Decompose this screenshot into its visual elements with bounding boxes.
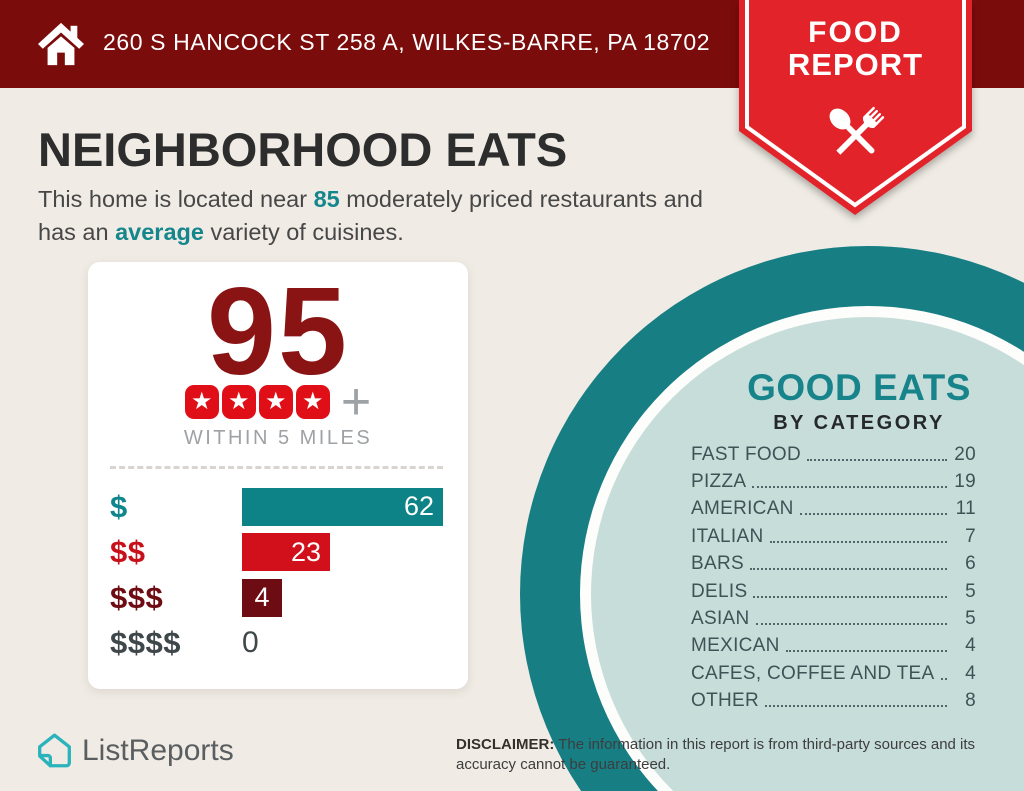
intro-text: This home is located near 85 moderately … bbox=[38, 183, 703, 249]
category-label: ITALIAN bbox=[691, 525, 764, 547]
dashed-divider bbox=[110, 466, 443, 469]
price-row-3: $$$ 4 bbox=[110, 575, 443, 621]
price-zero-value: 0 bbox=[242, 626, 259, 660]
intro-line1-post: moderately priced restaurants and bbox=[339, 186, 703, 212]
ribbon-shape bbox=[739, 0, 972, 215]
listreports-logo: ListReports bbox=[36, 731, 234, 770]
list-item: ITALIAN 7 bbox=[691, 523, 976, 550]
price-bar: 4 bbox=[242, 578, 282, 617]
restaurant-count-highlight: 85 bbox=[313, 186, 340, 212]
disclaimer-text: DISCLAIMER: The information in this repo… bbox=[456, 735, 1012, 774]
star-icon: ★ bbox=[184, 385, 219, 419]
list-item: BARS 6 bbox=[691, 551, 976, 578]
category-value: 5 bbox=[965, 580, 976, 602]
dot-leader bbox=[752, 486, 947, 489]
restaurant-score-card: 95 ★ ★ ★ ★ + WITHIN 5 MILES $ 62 $$ 23 $$$ 4… bbox=[88, 262, 468, 689]
variety-highlight: average bbox=[115, 219, 204, 245]
category-value: 5 bbox=[965, 608, 976, 630]
intro-line1-pre: This home is located near bbox=[38, 186, 314, 212]
category-value: 11 bbox=[955, 498, 976, 520]
property-address: 260 S HANCOCK ST 258 A, WILKES-BARRE, PA… bbox=[103, 28, 711, 55]
price-row-1: $ 62 bbox=[110, 484, 443, 530]
category-panel-subtitle: BY CATEGORY bbox=[773, 412, 945, 434]
dot-leader bbox=[749, 568, 947, 571]
star-icon: ★ bbox=[258, 385, 293, 419]
price-label: $ bbox=[110, 488, 128, 524]
category-label: PIZZA bbox=[691, 471, 747, 493]
page-title: NEIGHBORHOOD EATS bbox=[38, 123, 568, 176]
list-item: MEXICAN 4 bbox=[691, 633, 976, 660]
home-icon bbox=[38, 22, 84, 66]
category-label: MEXICAN bbox=[691, 635, 780, 657]
dot-leader bbox=[940, 677, 947, 680]
category-panel-title: GOOD EATS bbox=[747, 367, 971, 408]
restaurant-score: 95 bbox=[207, 263, 349, 401]
category-value: 4 bbox=[965, 662, 976, 684]
category-value: 6 bbox=[965, 553, 976, 575]
dot-leader bbox=[785, 650, 947, 653]
list-item: ASIAN 5 bbox=[691, 605, 976, 632]
category-label: ASIAN bbox=[691, 608, 750, 630]
food-report-ribbon: FOOD REPORT bbox=[739, 0, 972, 222]
category-value: 20 bbox=[954, 443, 976, 465]
star-icon: ★ bbox=[221, 385, 256, 419]
category-list: FAST FOOD 20 PIZZA 19 AMERICAN 11 ITALIAN 7 … bbox=[691, 441, 976, 715]
category-label: OTHER bbox=[691, 690, 759, 712]
price-label: $$$ bbox=[110, 579, 164, 615]
price-label: $$$$ bbox=[110, 625, 181, 661]
radius-label: WITHIN 5 MILES bbox=[183, 427, 373, 449]
category-label: CAFES, COFFEE AND TEA bbox=[691, 662, 935, 684]
intro-line2-post: variety of cuisines. bbox=[203, 219, 404, 245]
category-value: 7 bbox=[965, 525, 976, 547]
category-value: 4 bbox=[965, 635, 976, 657]
price-bar: 62 bbox=[242, 487, 443, 526]
listreports-house-icon bbox=[38, 733, 71, 768]
dot-leader bbox=[807, 458, 947, 461]
disclaimer-label: DISCLAIMER: bbox=[456, 736, 555, 753]
category-panel-header: GOOD EATS BY CATEGORY bbox=[703, 367, 1015, 435]
list-item: AMERICAN 11 bbox=[691, 496, 976, 523]
disclaimer-line1: The information in this report is from t… bbox=[554, 736, 976, 753]
price-level-chart: $ 62 $$ 23 $$$ 4 $$$$ 0 bbox=[110, 484, 443, 666]
category-label: DELIS bbox=[691, 580, 748, 602]
dot-leader bbox=[799, 513, 947, 516]
ribbon-title-line2: REPORT bbox=[787, 47, 924, 82]
category-label: FAST FOOD bbox=[691, 443, 802, 465]
dot-leader bbox=[755, 623, 947, 626]
price-row-4: $$$$ 0 bbox=[110, 621, 443, 667]
dot-leader bbox=[769, 540, 947, 543]
list-item: OTHER 8 bbox=[691, 688, 976, 715]
category-value: 19 bbox=[954, 471, 976, 493]
price-label: $$ bbox=[110, 534, 146, 570]
brand-name: ListReports bbox=[82, 733, 234, 767]
category-label: BARS bbox=[691, 553, 744, 575]
list-item: CAFES, COFFEE AND TEA 4 bbox=[691, 660, 976, 687]
star-rating: ★ ★ ★ ★ + bbox=[88, 373, 468, 431]
plus-icon: + bbox=[340, 373, 372, 431]
price-bar: 23 bbox=[242, 533, 330, 572]
intro-line2-pre: has an bbox=[38, 219, 116, 245]
disclaimer-line2: accuracy cannot be guaranteed. bbox=[456, 755, 671, 773]
star-icon: ★ bbox=[295, 385, 330, 419]
category-label: AMERICAN bbox=[691, 498, 794, 520]
ribbon-title-line1: FOOD bbox=[808, 16, 903, 49]
list-item: DELIS 5 bbox=[691, 578, 976, 605]
crossed-spoon-fork-icon bbox=[829, 106, 885, 155]
dot-leader bbox=[753, 595, 947, 598]
category-value: 8 bbox=[965, 690, 976, 712]
dot-leader bbox=[765, 705, 947, 708]
list-item: FAST FOOD 20 bbox=[691, 441, 976, 468]
price-row-2: $$ 23 bbox=[110, 530, 443, 576]
list-item: PIZZA 19 bbox=[691, 468, 976, 495]
